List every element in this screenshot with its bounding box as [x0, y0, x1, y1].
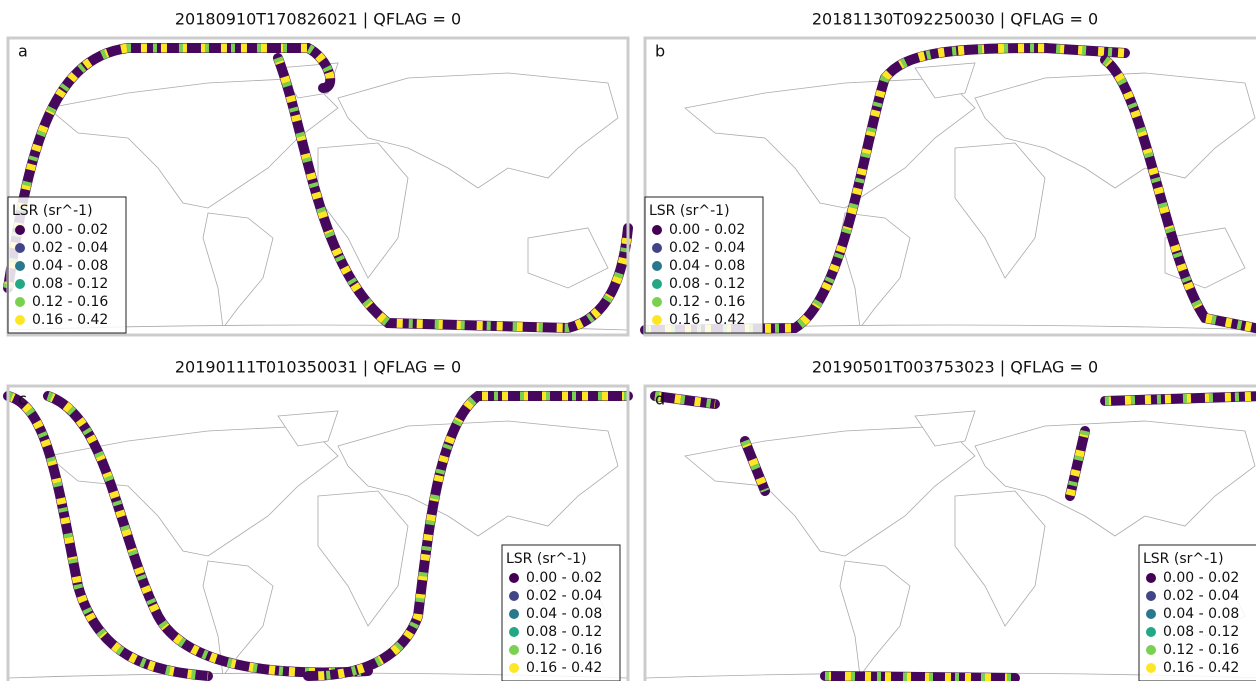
- legend-marker: [652, 279, 662, 289]
- legend-label: 0.00 - 0.02: [526, 570, 602, 586]
- legend-marker: [1146, 573, 1156, 583]
- orbit-track-high: [1102, 56, 1256, 333]
- map-panel: 20180910T170826021 | QFLAG = 0 a LSR (sr^-…: [3, 10, 633, 337]
- legend-label: 0.12 - 0.16: [669, 294, 745, 310]
- legend-label: 0.12 - 0.16: [32, 294, 108, 310]
- legend-label: 0.16 - 0.42: [669, 312, 745, 328]
- panel-title: 20181130T092250030 | QFLAG = 0: [812, 10, 1098, 29]
- legend-box: [501, 544, 621, 681]
- map-frame: [643, 36, 1256, 337]
- legend-label: 0.02 - 0.04: [669, 240, 745, 256]
- legend-marker: [652, 315, 662, 325]
- legend-title: LSR (sr^-1): [506, 551, 587, 567]
- legend-label: 0.02 - 0.04: [1163, 588, 1239, 604]
- legend-marker: [15, 279, 25, 289]
- legend-label: 0.04 - 0.08: [32, 258, 108, 274]
- legend-label: 0.04 - 0.08: [1163, 606, 1239, 622]
- orbit-track-high: [273, 56, 633, 333]
- legend: LSR (sr^-1) 0.00 - 0.02 0.02 - 0.04 0.04 - …: [644, 196, 764, 334]
- panel-letter: d: [655, 390, 665, 409]
- legend-label: 0.04 - 0.08: [526, 606, 602, 622]
- legend-marker: [15, 243, 25, 253]
- legend-label: 0.16 - 0.42: [526, 660, 602, 676]
- legend-box: [7, 196, 127, 334]
- legend-label: 0.08 - 0.12: [1163, 624, 1239, 640]
- legend-label: 0.08 - 0.12: [669, 276, 745, 292]
- legend-title: LSR (sr^-1): [1143, 551, 1224, 567]
- legend-marker: [509, 645, 519, 655]
- panel-letter: b: [655, 42, 665, 61]
- legend-label: 0.02 - 0.04: [32, 240, 108, 256]
- legend-title: LSR (sr^-1): [12, 203, 93, 219]
- panel-letter: a: [18, 42, 28, 61]
- orbit-track-high: [740, 439, 770, 493]
- orbit-track-high: [644, 43, 1126, 335]
- legend-marker: [509, 663, 519, 673]
- map-panel: 20181130T092250030 | QFLAG = 0 b LSR (sr^-…: [640, 10, 1256, 337]
- orbit-track-mid: [6, 391, 209, 681]
- legend-marker: [1146, 609, 1156, 619]
- legend-marker: [15, 297, 25, 307]
- orbit-track-mid: [1104, 391, 1256, 406]
- orbit-track: [650, 391, 720, 409]
- legend-label: 0.12 - 0.16: [1163, 642, 1239, 658]
- orbit-track-high: [6, 391, 209, 681]
- legend-marker: [652, 225, 662, 235]
- legend-marker: [15, 261, 25, 271]
- map-frame: [643, 384, 1256, 681]
- legend-title: LSR (sr^-1): [649, 203, 730, 219]
- orbit-track-high: [46, 391, 369, 677]
- legend-label: 0.08 - 0.12: [526, 624, 602, 640]
- orbit-track-mid: [740, 439, 770, 493]
- panel-title: 20180910T170826021 | QFLAG = 0: [175, 10, 461, 29]
- panel-letter: c: [18, 390, 27, 409]
- legend-marker: [509, 609, 519, 619]
- legend-label: 0.12 - 0.16: [526, 642, 602, 658]
- legend-marker: [1146, 627, 1156, 637]
- legend-marker: [652, 297, 662, 307]
- map-frame: [6, 384, 630, 681]
- legend-label: 0.16 - 0.42: [1163, 660, 1239, 676]
- orbit-track-mid: [824, 671, 1016, 681]
- legend-marker: [15, 225, 25, 235]
- legend-marker: [509, 627, 519, 637]
- map-panel: 20190501T003753023 | QFLAG = 0 d LSR (sr^-…: [643, 358, 1256, 681]
- legend: LSR (sr^-1) 0.00 - 0.02 0.02 - 0.04 0.04 - …: [1138, 544, 1256, 681]
- panel-title: 20190111T010350031 | QFLAG = 0: [175, 358, 461, 377]
- legend-marker: [1146, 645, 1156, 655]
- legend-label: 0.00 - 0.02: [1163, 570, 1239, 586]
- legend: LSR (sr^-1) 0.00 - 0.02 0.02 - 0.04 0.04 - …: [501, 544, 621, 681]
- map-frame: [6, 36, 630, 337]
- orbit-track-mid: [1065, 429, 1090, 498]
- legend-marker: [509, 573, 519, 583]
- legend-marker: [1146, 663, 1156, 673]
- legend-label: 0.04 - 0.08: [669, 258, 745, 274]
- legend-marker: [15, 315, 25, 325]
- orbit-track-mid: [307, 391, 628, 681]
- legend-label: 0.02 - 0.04: [526, 588, 602, 604]
- legend: LSR (sr^-1) 0.00 - 0.02 0.02 - 0.04 0.04 - …: [7, 196, 127, 334]
- legend-label: 0.16 - 0.42: [32, 312, 108, 328]
- legend-label: 0.00 - 0.02: [669, 222, 745, 238]
- legend-marker: [1146, 591, 1156, 601]
- legend-marker: [652, 261, 662, 271]
- panel-title: 20190501T003753023 | QFLAG = 0: [812, 358, 1098, 377]
- legend-marker: [509, 591, 519, 601]
- legend-box: [1138, 544, 1256, 681]
- legend-box: [644, 196, 764, 334]
- legend-label: 0.08 - 0.12: [32, 276, 108, 292]
- legend-marker: [652, 243, 662, 253]
- map-panel: 20190111T010350031 | QFLAG = 0 c LSR (sr^-…: [3, 358, 633, 681]
- legend-label: 0.00 - 0.02: [32, 222, 108, 238]
